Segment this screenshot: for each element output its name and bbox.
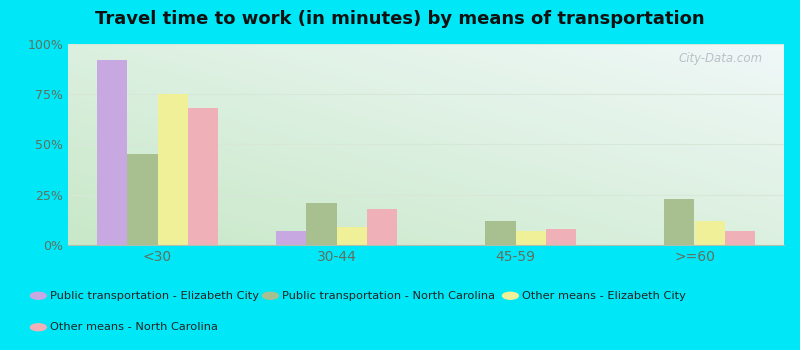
Bar — [546, 229, 576, 245]
Bar — [694, 221, 725, 245]
Bar — [306, 203, 337, 245]
Text: Travel time to work (in minutes) by means of transportation: Travel time to work (in minutes) by mean… — [95, 10, 705, 28]
Text: Other means - North Carolina: Other means - North Carolina — [50, 322, 218, 332]
Bar — [664, 199, 694, 245]
Text: City-Data.com: City-Data.com — [678, 52, 762, 65]
Bar — [485, 221, 515, 245]
Text: Public transportation - Elizabeth City: Public transportation - Elizabeth City — [50, 291, 258, 301]
Bar — [97, 60, 127, 245]
Text: Public transportation - North Carolina: Public transportation - North Carolina — [282, 291, 494, 301]
Bar — [158, 94, 188, 245]
Bar — [515, 231, 546, 245]
Bar — [337, 227, 367, 245]
Text: Other means - Elizabeth City: Other means - Elizabeth City — [522, 291, 686, 301]
Bar — [276, 231, 306, 245]
Bar — [367, 209, 398, 245]
Bar — [725, 231, 755, 245]
Bar — [127, 154, 158, 245]
Bar — [188, 108, 218, 245]
